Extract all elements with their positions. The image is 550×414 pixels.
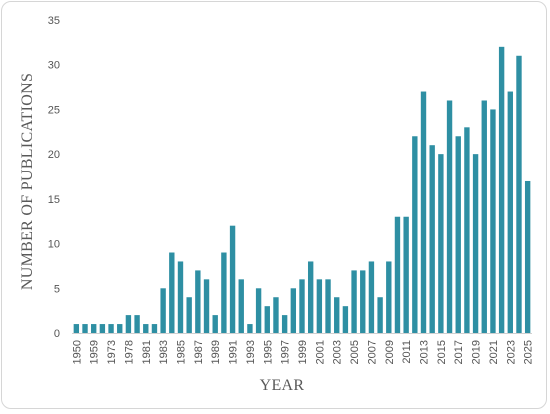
bar-2015: [438, 154, 444, 333]
bar-1987: [195, 270, 201, 333]
bar-1986: [186, 297, 192, 333]
y-axis-title: NUMBER OF PUBLICATIONS: [19, 73, 36, 290]
x-tick-label: 1989: [210, 340, 222, 364]
bar-2019: [472, 154, 479, 333]
x-tick-label: 1997: [280, 340, 292, 364]
x-tick-label: 2017: [453, 340, 465, 364]
x-tick-label: 2023: [505, 340, 517, 364]
bar-1959: [91, 324, 97, 333]
x-axis-title: YEAR: [260, 377, 305, 394]
bar-2024: [516, 55, 522, 334]
y-tick-label: 10: [48, 239, 60, 251]
x-tick-label: 1973: [106, 340, 118, 364]
x-tick-label: 1983: [158, 340, 170, 364]
x-tick-label: 2015: [436, 340, 448, 364]
bar-1989: [212, 315, 218, 333]
x-tick-label: 1959: [89, 340, 101, 364]
bar-2011: [403, 216, 409, 333]
bar-2021: [490, 109, 496, 334]
bar-1998: [290, 288, 297, 333]
x-tick-label: 2007: [366, 340, 378, 364]
x-tick-label: 2011: [401, 340, 413, 364]
bar-1993: [247, 324, 253, 333]
bar-1981: [143, 324, 149, 333]
x-tick-label: 1993: [245, 340, 257, 364]
y-tick-label: 30: [48, 60, 60, 72]
bar-2020: [481, 100, 487, 334]
bar-1995: [264, 306, 270, 333]
bar-2006: [360, 270, 366, 333]
y-tick-label: 5: [54, 283, 60, 295]
bar-1996: [273, 297, 279, 333]
bar-2008: [377, 297, 383, 333]
bar-1985: [177, 261, 184, 333]
x-tick-label: 2009: [384, 340, 396, 364]
bar-1991: [229, 225, 236, 333]
bar-2017: [455, 136, 461, 333]
chart-frame: 0 5 10 15 20 25 30 35 1950 1959 1973 1978 1981 1983 1…: [1, 1, 547, 409]
bar-2013: [420, 91, 427, 333]
x-tick-label: 2021: [488, 340, 500, 364]
bar-1999: [299, 279, 305, 333]
x-tick-label: 2001: [314, 340, 326, 364]
bar-1975: [117, 324, 123, 333]
bar-2025: [524, 180, 531, 333]
bar-1969: [99, 324, 106, 333]
x-tick-label: 2003: [332, 340, 344, 364]
bar-1980: [134, 315, 140, 333]
x-tick-label: 2025: [523, 340, 535, 364]
bar-1983: [160, 288, 166, 333]
x-tick-label: 2013: [419, 340, 431, 364]
x-tick-label: 2019: [471, 340, 483, 364]
bar-2001: [316, 279, 323, 333]
bar-2009: [386, 261, 392, 333]
x-tick-label: 1991: [228, 340, 240, 364]
bar-2003: [334, 297, 340, 333]
bar-2005: [351, 270, 357, 333]
x-tick-label: 1950: [71, 340, 83, 364]
bar-1984: [169, 252, 175, 333]
bar-2002: [325, 279, 331, 333]
y-axis-ticks: 0 5 10 15 20 25 30 35: [48, 15, 60, 340]
bars: [73, 46, 531, 334]
x-tick-label: 1987: [193, 340, 205, 364]
bar-2016: [446, 100, 453, 334]
bar-1990: [221, 252, 227, 333]
bar-1982: [151, 324, 158, 333]
bar-1994: [255, 288, 262, 333]
bar-1973: [108, 324, 114, 333]
y-tick-label: 35: [48, 15, 60, 27]
y-tick-label: 0: [54, 328, 60, 340]
bar-2018: [464, 127, 470, 333]
y-tick-label: 25: [48, 104, 60, 116]
bar-1978: [125, 315, 132, 333]
x-axis-ticks: 1950 1959 1973 1978 1981 1983 1985 1987 1989 1991…: [71, 340, 534, 364]
y-tick-label: 15: [48, 194, 60, 206]
bar-2012: [412, 136, 418, 333]
x-tick-label: 1995: [262, 340, 274, 364]
bar-1997: [281, 315, 288, 333]
x-tick-label: 1981: [141, 340, 153, 364]
bar-1992: [238, 279, 244, 333]
bar-1952: [82, 324, 88, 333]
x-tick-label: 1999: [297, 340, 309, 364]
bar-1988: [203, 279, 210, 333]
bar-2004: [342, 306, 349, 333]
bar-2007: [368, 261, 375, 333]
bar-2000: [307, 261, 314, 333]
y-tick-label: 20: [48, 149, 60, 161]
bar-2023: [507, 91, 513, 333]
x-tick-label: 2005: [349, 340, 361, 364]
bar-2014: [429, 145, 435, 333]
x-tick-label: 1978: [123, 340, 135, 364]
bar-2010: [394, 216, 401, 333]
bar-1950: [73, 324, 80, 333]
bar-2022: [498, 46, 505, 333]
x-tick-label: 1985: [175, 340, 187, 364]
